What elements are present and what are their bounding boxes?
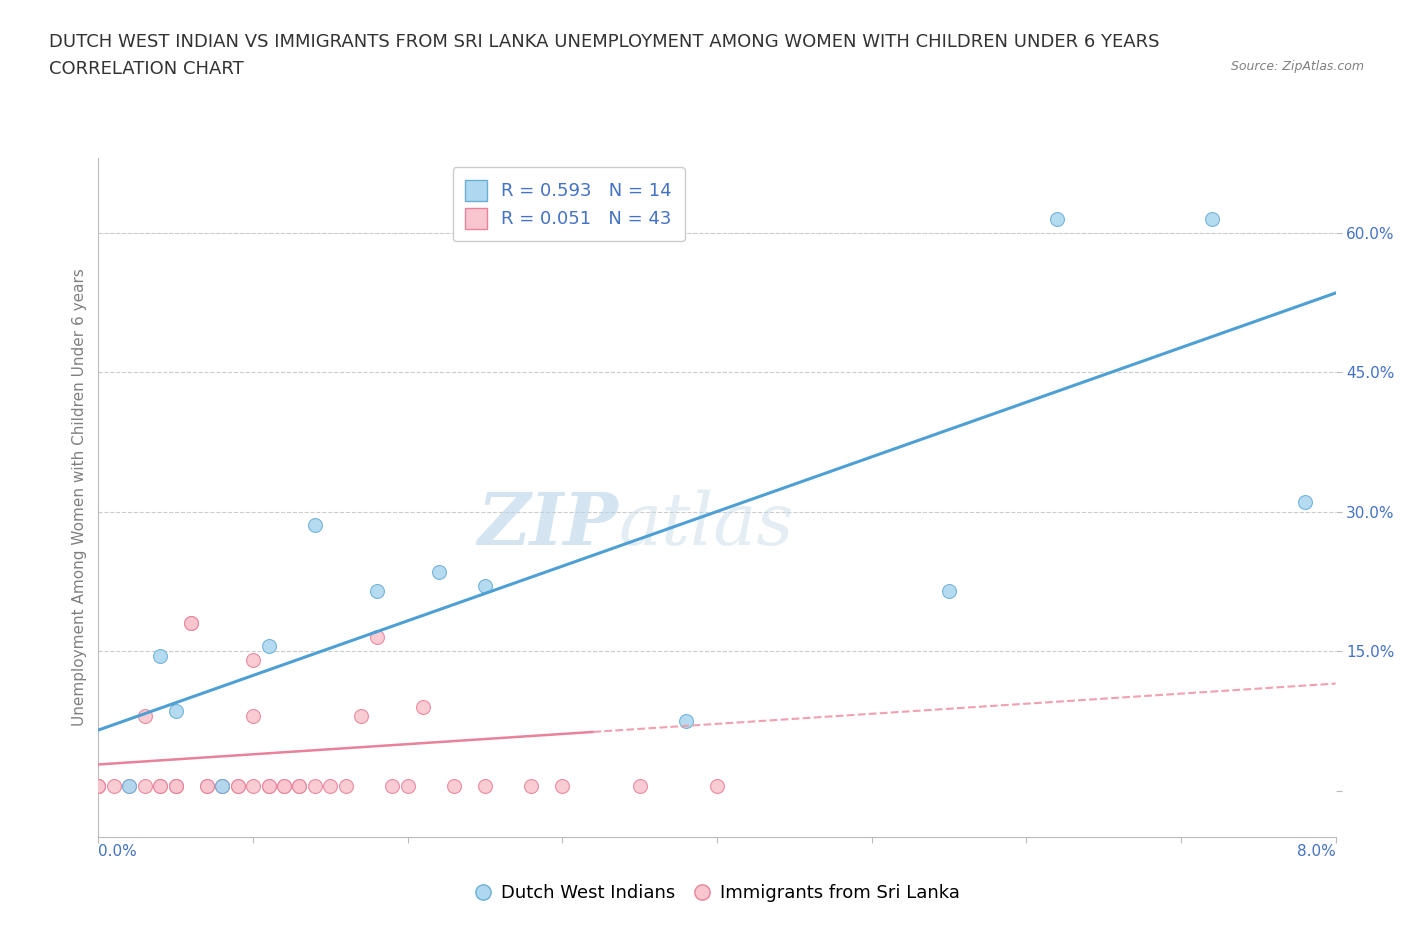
Text: Source: ZipAtlas.com: Source: ZipAtlas.com bbox=[1230, 60, 1364, 73]
Legend: Dutch West Indians, Immigrants from Sri Lanka: Dutch West Indians, Immigrants from Sri … bbox=[467, 877, 967, 910]
Point bbox=[103, 778, 125, 793]
Point bbox=[366, 583, 388, 598]
Point bbox=[149, 778, 172, 793]
Point bbox=[149, 648, 172, 663]
Point bbox=[443, 778, 465, 793]
Point bbox=[628, 778, 651, 793]
Point bbox=[257, 778, 280, 793]
Point bbox=[242, 709, 264, 724]
Point bbox=[180, 616, 202, 631]
Text: ZIP: ZIP bbox=[477, 489, 619, 560]
Point bbox=[474, 578, 496, 593]
Point bbox=[427, 565, 450, 579]
Point bbox=[180, 616, 202, 631]
Point bbox=[165, 704, 187, 719]
Point bbox=[87, 778, 110, 793]
Point bbox=[304, 518, 326, 533]
Point bbox=[165, 778, 187, 793]
Point bbox=[195, 778, 218, 793]
Text: 0.0%: 0.0% bbox=[98, 844, 138, 859]
Point bbox=[211, 778, 233, 793]
Point bbox=[938, 583, 960, 598]
Point bbox=[273, 778, 295, 793]
Point bbox=[273, 778, 295, 793]
Point bbox=[149, 778, 172, 793]
Point bbox=[195, 778, 218, 793]
Point bbox=[87, 778, 110, 793]
Point bbox=[226, 778, 249, 793]
Point bbox=[350, 709, 373, 724]
Point bbox=[134, 709, 156, 724]
Point bbox=[319, 778, 342, 793]
Point bbox=[257, 639, 280, 654]
Point bbox=[381, 778, 404, 793]
Point bbox=[1294, 495, 1316, 510]
Point bbox=[304, 778, 326, 793]
Point bbox=[242, 778, 264, 793]
Point bbox=[134, 778, 156, 793]
Text: CORRELATION CHART: CORRELATION CHART bbox=[49, 60, 245, 78]
Text: DUTCH WEST INDIAN VS IMMIGRANTS FROM SRI LANKA UNEMPLOYMENT AMONG WOMEN WITH CHI: DUTCH WEST INDIAN VS IMMIGRANTS FROM SRI… bbox=[49, 33, 1160, 50]
Point bbox=[211, 778, 233, 793]
Point bbox=[118, 778, 141, 793]
Point bbox=[675, 713, 697, 728]
Point bbox=[335, 778, 357, 793]
Point bbox=[412, 699, 434, 714]
Point bbox=[242, 653, 264, 668]
Point bbox=[706, 778, 728, 793]
Point bbox=[366, 630, 388, 644]
Text: atlas: atlas bbox=[619, 489, 793, 560]
Point bbox=[1046, 211, 1069, 226]
Point bbox=[87, 778, 110, 793]
Point bbox=[288, 778, 311, 793]
Point bbox=[474, 778, 496, 793]
Y-axis label: Unemployment Among Women with Children Under 6 years: Unemployment Among Women with Children U… bbox=[72, 269, 87, 726]
Point bbox=[211, 778, 233, 793]
Text: 8.0%: 8.0% bbox=[1296, 844, 1336, 859]
Point bbox=[165, 778, 187, 793]
Point bbox=[520, 778, 543, 793]
Point bbox=[118, 778, 141, 793]
Point bbox=[288, 778, 311, 793]
Point bbox=[165, 778, 187, 793]
Point bbox=[226, 778, 249, 793]
Point bbox=[551, 778, 574, 793]
Point bbox=[1201, 211, 1223, 226]
Point bbox=[257, 778, 280, 793]
Point bbox=[396, 778, 419, 793]
